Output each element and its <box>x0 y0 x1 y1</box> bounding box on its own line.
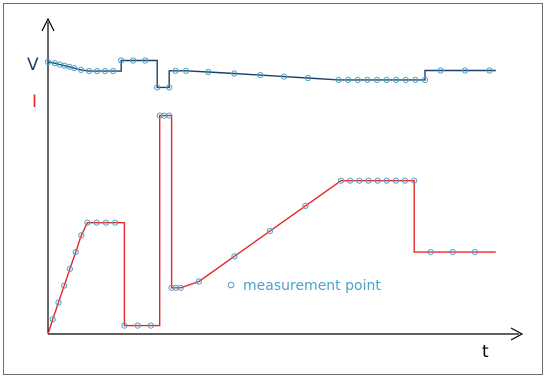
voltage-measurement-point-20 <box>231 70 238 77</box>
current-measurement-point-30 <box>392 177 399 184</box>
current-measurement-point-31 <box>401 177 409 184</box>
voltage-measurement-point-16 <box>166 84 173 91</box>
voltage-measurement-point-7 <box>78 66 85 74</box>
diagram-frame <box>3 3 543 375</box>
voltage-measurement-point-33 <box>421 76 429 84</box>
current-measurement-point-21 <box>231 253 238 260</box>
current-measurement-point-11 <box>121 322 128 329</box>
current-measurement-point-25 <box>347 177 354 184</box>
voltage-measurement-point-22 <box>280 73 288 80</box>
current-measurement-point-20 <box>195 278 202 285</box>
current-measurement-point-16 <box>166 112 173 119</box>
current-measurement-point-12 <box>134 322 141 329</box>
voltage-measurement-point-11 <box>110 68 117 75</box>
current-measurement-point-24 <box>337 177 345 184</box>
current-measurement-point-2 <box>55 299 62 306</box>
series-layer <box>44 57 496 335</box>
current-measurement-point-3 <box>61 282 68 289</box>
current-measurement-point-32 <box>411 177 418 184</box>
voltage-measurement-point-18 <box>182 67 189 74</box>
voltage-measurement-point-28 <box>373 76 381 84</box>
voltage-measurement-point-34 <box>437 67 444 74</box>
voltage-measurement-point-21 <box>257 72 264 79</box>
current-measurement-point-17 <box>168 284 175 291</box>
legend: measurement point <box>227 278 381 294</box>
axes <box>41 17 524 341</box>
voltage-measurement-point-8 <box>86 68 93 75</box>
current-measurement-point-14 <box>156 112 163 119</box>
current-measurement-point-23 <box>302 202 309 209</box>
voltage-measurement-point-6 <box>71 65 78 72</box>
current-measurement-point-35 <box>471 249 478 256</box>
voltage-measurement-point-25 <box>345 76 352 84</box>
current-measurement-point-27 <box>365 177 372 184</box>
current-measurement-point-28 <box>374 177 381 184</box>
current-measurement-point-1 <box>49 316 56 323</box>
current-measurement-point-13 <box>147 322 154 329</box>
voltage-measurement-point-12 <box>118 57 125 64</box>
voltage-measurement-point-24 <box>335 76 342 84</box>
voltage-measurement-point-31 <box>402 76 409 84</box>
voltage-measurement-point-36 <box>486 67 493 74</box>
y-axis-arrowhead <box>41 17 55 32</box>
voltage-measurement-point-35 <box>461 67 469 74</box>
voltage-measurement-point-23 <box>304 74 311 82</box>
voltage-measurement-point-1 <box>44 58 52 66</box>
voltage-measurement-point-13 <box>130 57 137 64</box>
current-measurement-point-8 <box>93 219 100 226</box>
voltage-measurement-point-9 <box>94 68 101 75</box>
v-axis-label: V <box>27 55 39 75</box>
current-measurement-point-19 <box>177 284 184 291</box>
voltage-measurement-point-32 <box>412 76 419 84</box>
current-measurement-point-9 <box>102 219 110 226</box>
voltage-measurement-point-14 <box>142 57 149 64</box>
legend-label: measurement point <box>243 278 381 294</box>
voltage-measurement-point-27 <box>364 76 371 84</box>
voltage-line <box>47 59 496 89</box>
voltage-measurement-point-19 <box>205 68 212 76</box>
voltage-measurement-point-30 <box>393 76 400 84</box>
current-measurement-point-34 <box>449 249 456 256</box>
x-axis-arrowhead <box>510 327 524 341</box>
voltage-measurement-point-17 <box>172 67 179 74</box>
voltage-measurement-point-29 <box>383 76 390 84</box>
t-axis-label: t <box>482 342 489 362</box>
current-measurement-point-22 <box>266 228 273 235</box>
current-measurement-point-26 <box>356 177 363 184</box>
legend-marker <box>227 281 235 289</box>
current-measurement-point-29 <box>383 177 390 184</box>
voltage-measurement-point-10 <box>102 68 109 75</box>
current-measurement-point-7 <box>84 219 91 226</box>
current-measurement-point-33 <box>427 249 434 256</box>
current-measurement-point-5 <box>72 249 79 256</box>
voltage-measurement-point-15 <box>154 84 161 91</box>
current-measurement-point-6 <box>78 232 85 239</box>
i-axis-label: I <box>32 92 37 112</box>
current-measurement-point-4 <box>66 265 74 272</box>
current-measurement-point-10 <box>112 219 119 226</box>
voltage-measurement-point-26 <box>354 76 361 84</box>
